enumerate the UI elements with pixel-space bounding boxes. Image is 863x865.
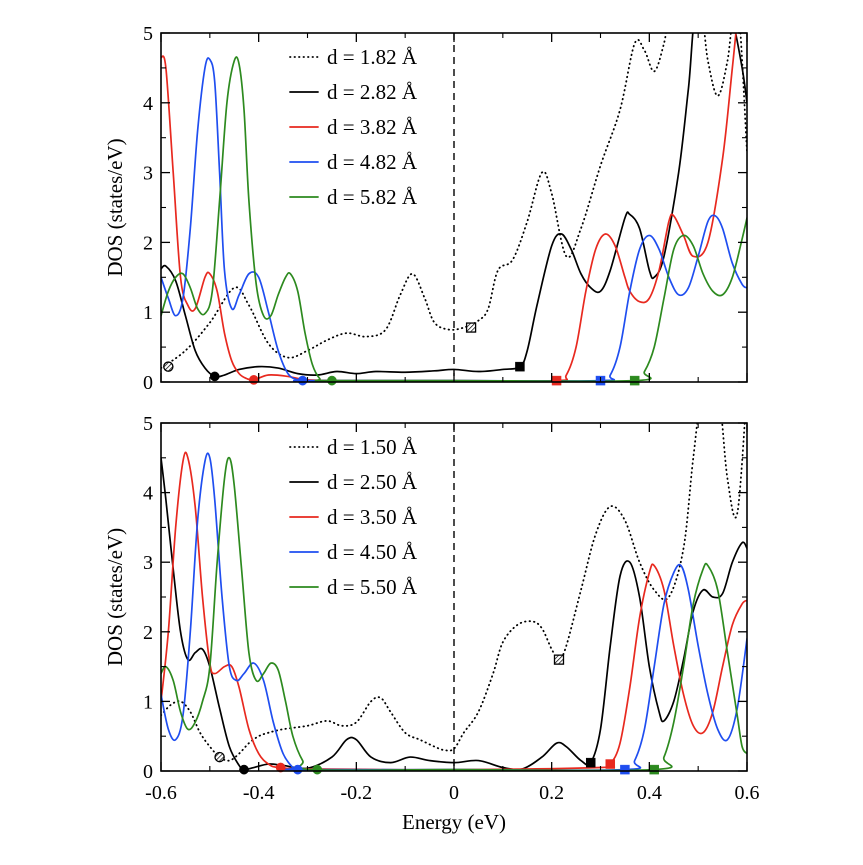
band-edge-marker — [239, 764, 249, 775]
onset-marker — [515, 361, 525, 372]
onset-marker — [620, 764, 630, 775]
legend-label: d = 1.82 Å — [327, 45, 418, 69]
y-tick-label: 1 — [143, 302, 153, 324]
onset-marker — [649, 764, 659, 775]
dos-series-line — [161, 423, 746, 762]
y-tick-label: 2 — [143, 232, 153, 254]
y-tick-label: 4 — [143, 93, 153, 115]
dos-series-line — [161, 33, 747, 369]
band-edge-marker — [327, 375, 337, 386]
dos-panel: 0 1 2 3 4 5 DOS (states/eV) d = 1.82 Å d = 2.82 … — [103, 23, 748, 394]
band-edge-marker — [248, 375, 259, 385]
legend-label: d = 3.82 Å — [327, 115, 418, 139]
legend-label: d = 1.50 Å — [327, 435, 418, 459]
y-tick-label: 0 — [143, 372, 153, 394]
onset-marker — [465, 322, 477, 333]
y-tick-label: 2 — [143, 622, 153, 644]
x-tick-label: 0.6 — [735, 782, 760, 804]
dos-series-line — [161, 56, 747, 382]
dos-series-line — [161, 456, 747, 771]
y-axis-label: DOS (states/eV) — [103, 138, 127, 276]
y-tick-label: 5 — [143, 413, 153, 435]
legend-label: d = 2.50 Å — [327, 470, 418, 494]
legend-label: d = 4.82 Å — [327, 150, 418, 174]
y-axis-label: DOS (states/eV) — [103, 528, 127, 666]
onset-marker — [551, 375, 562, 386]
onset-marker — [553, 654, 565, 665]
legend: d = 1.50 Å d = 2.50 Å d = 3.50 Å d = 4.50 Å… — [289, 435, 418, 599]
x-tick-label: 0.4 — [637, 782, 662, 804]
dos-series-line — [161, 33, 747, 378]
band-edge-marker — [275, 762, 286, 773]
legend-label: d = 5.82 Å — [327, 185, 418, 209]
dos-series-line — [161, 33, 737, 382]
y-tick-label: 3 — [143, 552, 153, 574]
y-tick-label: 5 — [143, 23, 153, 45]
y-tick-label: 0 — [143, 761, 153, 783]
x-tick-label: 0 — [449, 782, 459, 804]
dos-series-line — [161, 57, 747, 382]
band-edge-marker — [163, 361, 174, 372]
y-tick-label: 4 — [143, 483, 153, 505]
onset-marker — [605, 759, 616, 769]
band-edge-marker — [292, 764, 303, 775]
legend-label: d = 2.82 Å — [327, 80, 418, 104]
x-tick-label: -0.4 — [243, 782, 275, 804]
legend-label: d = 4.50 Å — [327, 540, 418, 564]
band-edge-marker — [297, 375, 308, 386]
x-tick-label: 0.2 — [539, 782, 564, 804]
band-edge-marker — [312, 764, 323, 775]
y-tick-label: 3 — [143, 163, 153, 185]
legend-label: d = 3.50 Å — [327, 505, 418, 529]
band-edge-marker — [209, 371, 220, 382]
legend-label: d = 5.50 Å — [327, 575, 418, 599]
band-edge-marker — [214, 751, 225, 763]
legend: d = 1.82 Å d = 2.82 Å d = 3.82 Å d = 4.82 Å… — [289, 45, 418, 209]
x-tick-label: -0.6 — [145, 782, 177, 804]
dos-series-line — [161, 456, 747, 771]
dos-series-line — [161, 452, 747, 771]
y-tick-label: 1 — [143, 691, 153, 713]
dos-panel: 0 1 2 3 4 5 -0.6 -0.4 -0.2 0 0.2 0.4 0.6 DOS (states/… — [103, 413, 760, 834]
onset-marker — [585, 757, 596, 768]
x-axis-label: Energy (eV) — [402, 810, 506, 834]
x-tick-label: -0.2 — [340, 782, 372, 804]
onset-marker — [629, 375, 640, 386]
